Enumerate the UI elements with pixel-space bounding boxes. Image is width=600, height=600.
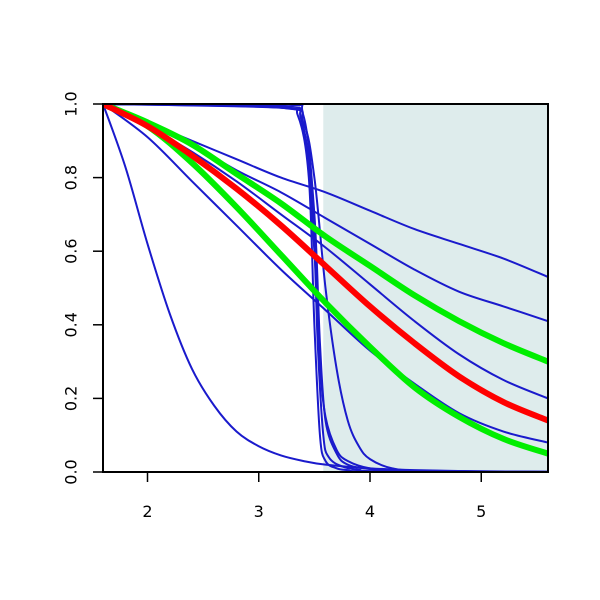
series-line-9 — [103, 104, 548, 472]
y-tick-label-5: 1.0 — [62, 91, 81, 116]
series-group — [103, 104, 548, 472]
series-line-2 — [103, 104, 548, 457]
shaded-region — [323, 104, 548, 472]
plot-frame — [102, 103, 549, 473]
y-tick-label-2: 0.4 — [62, 312, 81, 337]
x-tick-label-3: 5 — [476, 502, 486, 521]
series-line-1 — [103, 104, 548, 365]
x-tick-label-2: 4 — [365, 502, 375, 521]
axes: 2 3 4 5 0.0 0.2 0.4 0.6 0.8 1.0 — [62, 91, 549, 521]
y-tick-label-0: 0.0 — [62, 459, 81, 484]
x-tick-label-1: 3 — [254, 502, 264, 521]
y-tick-label-1: 0.2 — [62, 386, 81, 411]
series-line-6 — [103, 104, 548, 444]
y-tick-label-4: 0.8 — [62, 165, 81, 190]
series-line-12 — [103, 104, 548, 472]
x-tick-label-0: 2 — [142, 502, 152, 521]
y-tick-label-3: 0.6 — [62, 238, 81, 263]
plot-area — [103, 104, 548, 472]
series-line-0 — [103, 104, 548, 424]
